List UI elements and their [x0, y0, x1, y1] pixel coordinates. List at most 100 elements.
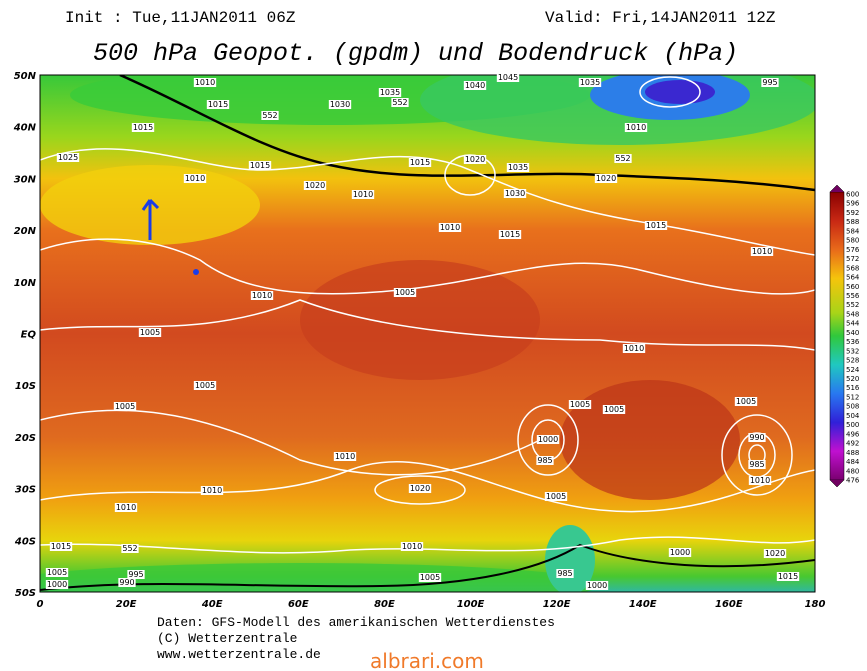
isobar-label-bg [127, 570, 145, 579]
lat-label: 50N [14, 71, 37, 82]
isobar-label-bg [748, 476, 772, 485]
isobar-label-bg [391, 98, 409, 107]
isobar-label: 1010 [624, 344, 644, 353]
colorbar-label: 564 [846, 274, 860, 282]
isobar-label-bg [734, 397, 758, 406]
footer-line: Daten: GFS-Modell des amerikanischen Wet… [157, 615, 555, 630]
isobar-label-bg [303, 181, 327, 190]
isobar-label: 1035 [380, 88, 400, 97]
isobar-label-bg [114, 503, 138, 512]
isobar-label: 1020 [305, 181, 325, 190]
colorbar-label: 496 [846, 430, 860, 438]
isobar-label: 1020 [410, 484, 430, 493]
isobar-label-bg [776, 572, 800, 581]
isobar-label-bg [49, 542, 73, 551]
isobar-label-bg [351, 190, 375, 199]
lon-label: 60E [288, 599, 309, 610]
isobar-label: 1015 [208, 100, 228, 109]
footer-line: (C) Wetterzentrale [157, 631, 297, 646]
colorbar-label: 532 [846, 347, 859, 355]
isobar-label: 1000 [587, 581, 607, 590]
isobar-label-bg [408, 158, 432, 167]
colorbar-label: 600 [846, 191, 859, 199]
isobar-label: 1000 [538, 435, 558, 444]
isobar-label-bg [624, 123, 648, 132]
isobar-label: 552 [615, 154, 630, 163]
isobar-label: 985 [557, 569, 572, 578]
colorbar-label: 548 [846, 310, 859, 318]
isobar-label-bg [400, 542, 424, 551]
lon-label: 160E [715, 599, 743, 610]
lon-label: 100E [457, 599, 485, 610]
colorbar-label: 576 [846, 246, 860, 254]
isobar-label: 1015 [410, 158, 430, 167]
isobar-label: 1015 [778, 572, 798, 581]
colorbar-label: 516 [846, 384, 860, 392]
isobar-label: 552 [262, 111, 277, 120]
colorbar-label: 592 [846, 209, 859, 217]
colorbar-label: 480 [846, 467, 859, 475]
isobar-label-bg [668, 548, 692, 557]
isobar-label-bg [248, 161, 272, 170]
colorbar-label: 508 [846, 403, 859, 411]
isobar-label-bg [463, 81, 487, 90]
isobar-label: 1010 [116, 503, 136, 512]
isobar-label: 1005 [604, 405, 624, 414]
isobar-label: 552 [122, 544, 137, 553]
colorbar-label: 584 [846, 227, 860, 235]
isobar-label-bg [250, 291, 274, 300]
isobar-label-bg [503, 189, 527, 198]
colorbar-label: 580 [846, 237, 859, 245]
isobar-label-bg [622, 344, 646, 353]
isobar-label: 1010 [440, 223, 460, 232]
colorbar-label: 512 [846, 393, 859, 401]
isobar-label-bg [644, 221, 668, 230]
isobar-label-bg [594, 174, 618, 183]
colorbar-label: 484 [846, 458, 860, 466]
colorbar-label: 552 [846, 301, 859, 309]
isobar-label: 1025 [58, 153, 78, 162]
isobar-label: 1045 [498, 73, 518, 82]
colorbar-label: 536 [846, 338, 860, 346]
colorbar-label: 524 [846, 366, 860, 374]
isobar-label-bg [750, 247, 774, 256]
lat-label: 40S [14, 536, 36, 547]
isobar-label: 1015 [250, 161, 270, 170]
isobar-label: 1010 [353, 190, 373, 199]
isobar-label-bg [418, 573, 442, 582]
lon-label: 0 [37, 599, 44, 610]
lat-label: 10N [14, 278, 37, 289]
colorbar-label: 544 [846, 320, 860, 328]
isobar-label-bg [748, 433, 766, 442]
isobar-label-bg [602, 405, 626, 414]
colorbar-label: 560 [846, 283, 859, 291]
lon-label: 140E [629, 599, 657, 610]
isobar-label: 1010 [752, 247, 772, 256]
isobar-label: 1010 [335, 452, 355, 461]
colorbar-label: 568 [846, 264, 859, 272]
isobar-label-bg [556, 569, 574, 578]
colorbar-label: 504 [846, 412, 860, 420]
isobar-label: 1005 [395, 288, 415, 297]
colorbar-label: 492 [846, 440, 859, 448]
isobar-label-bg [536, 435, 560, 444]
isobar-label: 995 [762, 78, 777, 87]
isobar-label-bg [121, 544, 139, 553]
map-title: 500 hPa Geopot. (gpdm) und Bodendruck (h… [93, 39, 738, 68]
isobar-label-bg [333, 452, 357, 461]
isobar-label-bg [193, 78, 217, 87]
isobar-label: 1040 [465, 81, 485, 90]
isobar-label: 990 [749, 433, 764, 442]
isobar-label-bg [585, 581, 609, 590]
isobar-label: 1015 [646, 221, 666, 230]
lat-label: 10S [15, 381, 36, 392]
isobar-label-bg [183, 174, 207, 183]
isobar-label: 1010 [185, 174, 205, 183]
isobar-label: 1010 [195, 78, 215, 87]
isobar-label: 1030 [330, 100, 350, 109]
isobar-label-bg [261, 111, 279, 120]
colorbar-label: 476 [846, 477, 860, 485]
isobar-label: 1020 [465, 155, 485, 164]
